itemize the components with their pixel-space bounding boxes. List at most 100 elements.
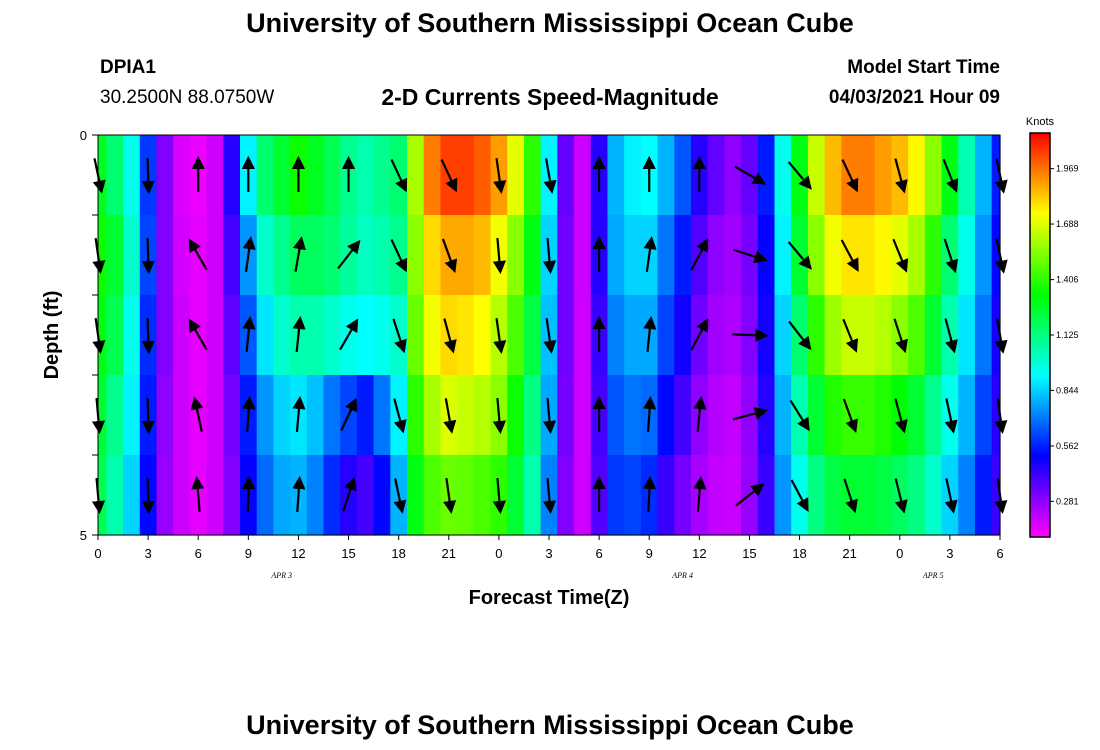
heatmap-cell <box>173 375 191 456</box>
current-vector <box>892 238 909 273</box>
heatmap-cell <box>507 215 525 296</box>
colorbar-step <box>1030 398 1050 403</box>
current-vector <box>732 248 768 264</box>
x-tick-label: 3 <box>144 546 151 561</box>
heatmap-cell <box>624 215 642 296</box>
current-vector <box>242 235 256 272</box>
colorbar-step <box>1030 516 1050 521</box>
heatmap-cell <box>607 455 625 536</box>
current-vector <box>943 238 959 274</box>
heatmap-cell <box>156 295 174 376</box>
heatmap-cell <box>473 455 492 536</box>
colorbar-step <box>1030 361 1050 366</box>
colorbar-step <box>1030 503 1050 508</box>
heatmap-cell <box>173 215 191 296</box>
current-vector <box>789 399 810 432</box>
colorbar-step <box>1030 284 1050 289</box>
colorbar-step <box>1030 170 1050 174</box>
heatmap-cell <box>156 455 174 536</box>
colorbar-step <box>1030 449 1050 454</box>
current-vector <box>492 237 506 275</box>
current-vector <box>643 315 657 353</box>
current-vector <box>543 318 557 355</box>
heatmap-cell <box>156 375 174 456</box>
heatmap-cell <box>958 375 976 456</box>
colorbar-step <box>1030 291 1050 296</box>
colorbar-step <box>1030 146 1050 151</box>
heatmap-cell <box>457 295 475 376</box>
heatmap-cell <box>523 215 542 296</box>
heatmap-cell <box>373 455 391 536</box>
colorbar-step <box>1030 378 1050 383</box>
heatmap-cell <box>356 455 375 536</box>
heatmap-cell <box>908 375 926 456</box>
current-vector <box>292 475 306 513</box>
current-vector <box>893 318 908 354</box>
current-vector <box>393 478 407 514</box>
colorbar-step <box>1030 473 1050 477</box>
heatmap-cell <box>724 455 742 536</box>
current-vector <box>141 317 155 355</box>
heatmap-cell <box>724 215 742 296</box>
colorbar-step <box>1030 277 1050 282</box>
station-id: DPIA1 <box>100 57 156 78</box>
current-vector <box>241 475 256 513</box>
colorbar-step <box>1030 469 1050 474</box>
x-tick-label: 18 <box>792 546 806 561</box>
heatmap-cell <box>974 455 993 536</box>
heatmap-cell <box>98 135 107 216</box>
heatmap-cell <box>423 455 442 536</box>
colorbar-step <box>1030 240 1050 245</box>
current-vector <box>292 315 306 353</box>
heatmap-cell <box>356 375 375 456</box>
heatmap-cell <box>306 375 325 456</box>
colorbar-step <box>1030 321 1050 326</box>
heatmap-cell <box>574 135 592 216</box>
colorbar-step <box>1030 217 1050 222</box>
colorbar-step <box>1030 446 1050 451</box>
page-title-top: University of Southern Mississippi Ocean… <box>246 8 854 38</box>
colorbar-step <box>1030 372 1050 376</box>
current-vector <box>141 477 155 515</box>
current-vector <box>191 475 205 513</box>
heatmap-cell <box>123 215 141 296</box>
heatmap-cell <box>557 295 575 376</box>
current-vector <box>842 398 858 434</box>
colorbar-step <box>1030 335 1050 339</box>
colorbar-step <box>1030 533 1050 538</box>
colorbar-step <box>1030 267 1050 272</box>
heatmap-cell <box>674 295 692 376</box>
station-coords: 30.2500N 88.0750W <box>100 87 275 108</box>
current-vector <box>493 158 507 195</box>
colorbar-step <box>1030 196 1050 201</box>
heatmap-cell <box>657 215 675 296</box>
current-vector <box>790 479 809 512</box>
heatmap-cell <box>407 215 425 296</box>
heatmap-cell <box>423 215 442 296</box>
colorbar-step <box>1030 432 1050 437</box>
colorbar-step <box>1030 173 1050 178</box>
heatmap-cell <box>774 215 792 296</box>
heatmap-cell <box>256 135 274 216</box>
current-vector <box>392 318 407 354</box>
heatmap-cell <box>206 375 224 456</box>
colorbar-step <box>1030 439 1050 444</box>
colorbar-step <box>1030 466 1050 471</box>
heatmap-cell <box>173 295 191 376</box>
heatmap-cell <box>624 455 642 536</box>
current-vector <box>690 238 709 271</box>
heatmap-cell <box>707 375 725 456</box>
colorbar-step <box>1030 274 1050 279</box>
heatmap-cell <box>223 215 241 296</box>
colorbar-step <box>1030 506 1050 511</box>
heatmap-cell <box>674 135 692 216</box>
colorbar-step <box>1030 264 1050 269</box>
colorbar-step <box>1030 476 1050 481</box>
heatmap-cell <box>323 295 341 376</box>
heatmap-cell <box>657 455 675 536</box>
heatmap-cell <box>974 135 993 216</box>
heatmap-cell <box>123 455 141 536</box>
heatmap-cell <box>407 135 425 216</box>
colorbar-tick-label: 1.688 <box>1056 219 1079 229</box>
heatmap-cell <box>473 215 492 296</box>
